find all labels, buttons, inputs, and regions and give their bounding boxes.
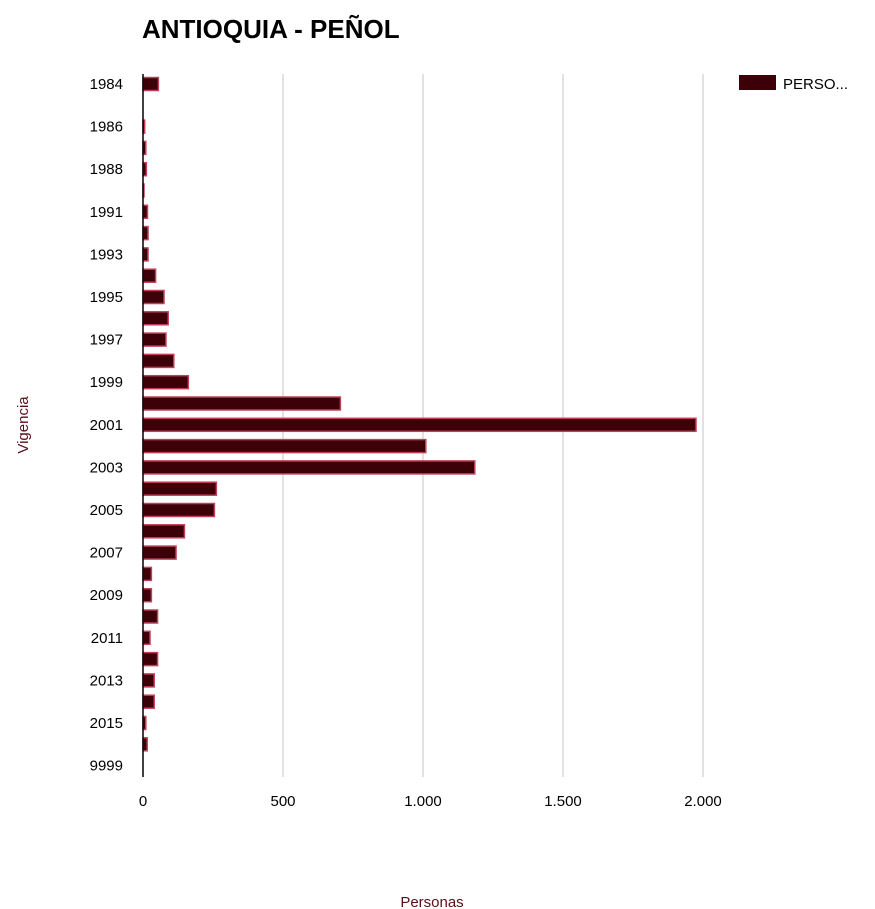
bar xyxy=(142,673,155,688)
y-tick-label: 1986 xyxy=(90,119,123,136)
bar xyxy=(142,374,190,390)
legend-swatch xyxy=(739,75,776,90)
bar xyxy=(142,566,153,582)
y-tick-label: 1993 xyxy=(90,246,123,263)
bar xyxy=(142,417,697,433)
bar xyxy=(142,630,151,646)
bar xyxy=(142,545,177,560)
bar xyxy=(142,289,165,305)
legend-label: PERSO... xyxy=(783,76,848,93)
y-tick-label: 2015 xyxy=(90,715,123,732)
bar xyxy=(142,587,153,603)
bar xyxy=(142,247,149,262)
y-tick-label: 1999 xyxy=(90,374,123,391)
bar xyxy=(142,396,342,411)
bar xyxy=(142,694,155,709)
x-tick-label: 500 xyxy=(270,793,295,810)
y-tick-label: 1988 xyxy=(90,161,123,178)
y-tick-label: 2007 xyxy=(90,545,123,562)
bar xyxy=(142,651,159,667)
y-tick-label: 1995 xyxy=(90,289,123,306)
bar xyxy=(142,225,149,241)
x-tick-label: 2.000 xyxy=(684,793,722,810)
bar xyxy=(142,609,159,624)
y-tick-label: 1991 xyxy=(90,204,123,221)
y-tick-labels: 1984 1986 1988 1991 1993 1995 1997 1999 2001 2003… xyxy=(90,76,123,775)
bar xyxy=(142,502,216,518)
y-tick-label: 2005 xyxy=(90,502,123,519)
y-tick-label: 9999 xyxy=(90,758,123,775)
y-tick-label: 2009 xyxy=(90,587,123,604)
x-tick-label: 1.500 xyxy=(544,793,582,810)
legend: PERSO... xyxy=(739,75,848,93)
bar xyxy=(142,460,476,475)
bar xyxy=(142,311,169,326)
y-tick-label: 2001 xyxy=(90,417,123,434)
x-axis-title: Personas xyxy=(400,894,463,909)
bar xyxy=(142,353,175,369)
y-tick-label: 2003 xyxy=(90,459,123,476)
bar xyxy=(142,481,218,496)
bar xyxy=(142,438,427,454)
bar xyxy=(142,524,186,539)
x-tick-labels: 0 500 1.000 1.500 2.000 xyxy=(139,793,722,810)
x-tick-label: 1.000 xyxy=(404,793,442,810)
y-tick-label: 1997 xyxy=(90,332,123,349)
y-tick-label: 2013 xyxy=(90,672,123,689)
bar xyxy=(142,332,167,347)
y-tick-label: 1984 xyxy=(90,76,123,93)
chart-title: ANTIOQUIA - PEÑOL xyxy=(142,14,400,44)
bar xyxy=(142,76,160,92)
y-tick-label: 2011 xyxy=(91,630,123,647)
y-axis-title: Vigencia xyxy=(15,396,32,454)
x-tick-label: 0 xyxy=(139,793,147,810)
bar xyxy=(142,268,157,283)
bars xyxy=(142,76,697,752)
